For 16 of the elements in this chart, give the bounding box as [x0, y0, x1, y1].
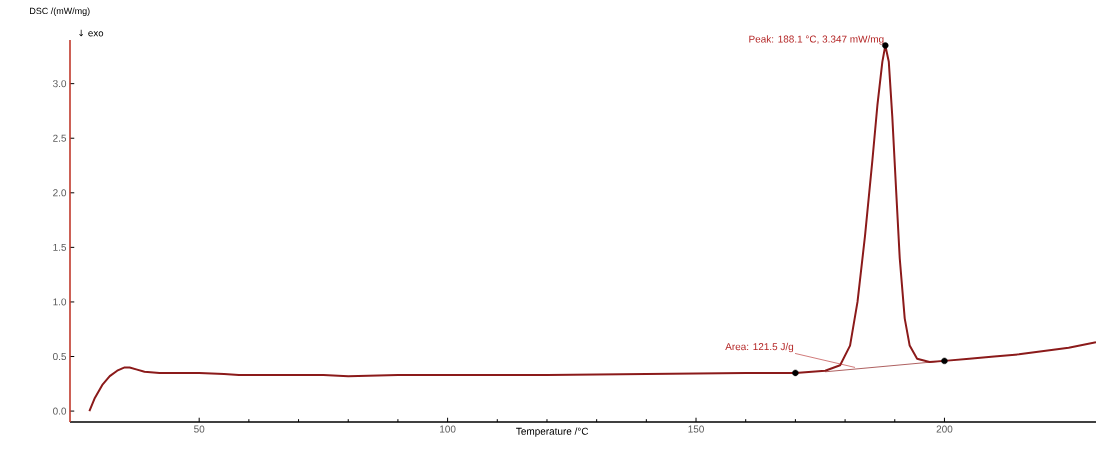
text: ↓ exo — [79, 29, 104, 37]
y-tick-label: 0.5 — [53, 352, 67, 361]
y-tick-label: 2.0 — [53, 189, 67, 197]
y-tick-label: 2.5 — [53, 134, 67, 142]
x-tick-label: 50 — [194, 425, 205, 433]
y-tick-label: 3.0 — [53, 80, 67, 88]
y-tick-label: 0.0 — [53, 407, 67, 415]
y-tick-label: 1.0 — [53, 298, 67, 306]
y-tick-label: 1.5 — [53, 243, 67, 251]
x-axis-title: Temperature /°C — [516, 427, 589, 437]
x-tick-label: 200 — [936, 425, 953, 433]
x-tick-label: 150 — [688, 425, 704, 433]
annotation: Peak: 188.1 °C, 3.347 mW/mg — [749, 35, 884, 45]
x-tick-label: 100 — [440, 425, 456, 433]
annotation: Area: 121.5 J/g — [725, 342, 794, 353]
y-axis-title: DSC /(mW/mg) — [30, 7, 90, 16]
